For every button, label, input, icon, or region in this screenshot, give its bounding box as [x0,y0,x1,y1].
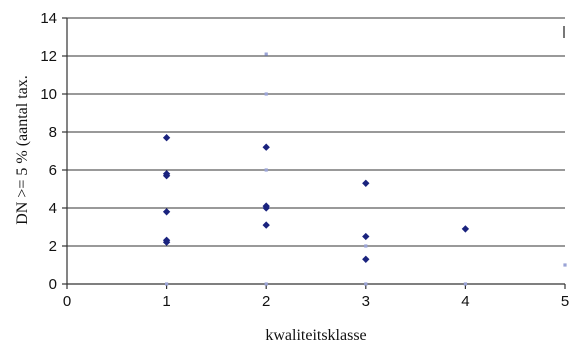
data-point-faint [364,282,368,286]
data-point-faint [264,52,268,56]
data-point-faint [563,263,567,267]
data-point-faint [264,168,268,172]
data-point-faint [264,92,268,96]
plot-edge-marker [563,26,565,38]
data-point-faint [264,282,268,286]
x-axis-title: kwaliteitsklasse [265,327,366,344]
x-tick-label: 3 [362,293,370,310]
data-point [461,225,470,233]
data-point [262,204,270,212]
data-points [162,52,567,286]
y-tick-label: 4 [49,200,57,217]
y-axis-title: DN >= 5 % (aantal tax. [14,75,31,225]
y-tick-label: 14 [40,10,57,27]
data-point [262,221,270,229]
data-point [362,232,370,241]
y-tick-label: 12 [40,48,57,65]
x-tick-label: 1 [162,293,170,310]
y-tick-label: 0 [49,276,57,293]
x-tick-label: 4 [461,293,469,310]
y-tick-label: 2 [49,238,57,255]
axes [62,17,566,289]
x-tick-label: 5 [561,293,569,310]
x-tick-label: 2 [262,293,270,310]
data-point-faint [364,244,368,248]
y-tick-label: 8 [49,124,57,141]
grid-lines [67,17,565,247]
x-tick-label: 0 [63,293,71,310]
data-point [362,179,370,187]
y-tick-label: 6 [49,162,57,179]
data-point-faint [463,282,467,286]
data-point [262,143,270,151]
data-point [362,255,370,263]
data-point [162,208,171,216]
data-point [162,134,171,142]
y-tick-label: 10 [40,86,57,103]
data-point-faint [165,282,169,286]
